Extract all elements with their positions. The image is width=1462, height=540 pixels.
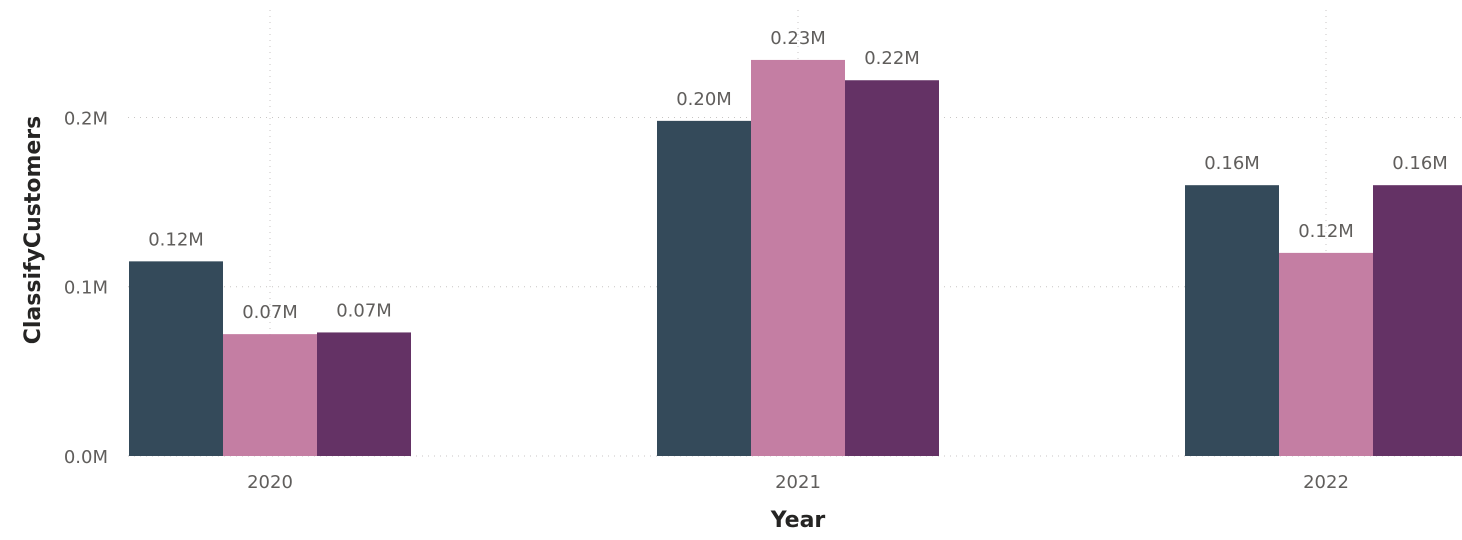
y-axis-ticks: 0.0M 0.1M 0.2M (64, 108, 108, 468)
bar-data-label: 0.07M (336, 300, 392, 321)
bar (657, 120, 751, 457)
bar (751, 59, 845, 456)
bar-data-label: 0.12M (1298, 221, 1354, 242)
bar (223, 334, 317, 456)
x-tick-label: 2021 (775, 472, 821, 493)
bars (129, 59, 1462, 457)
x-axis-title: Year (770, 508, 826, 533)
data-labels: 0.12M 0.07M 0.07M 0.20M 0.23M 0.22M 0.16M 0.12M… (148, 28, 1448, 323)
y-tick-label: 0.0M (64, 447, 108, 468)
bar (845, 80, 939, 456)
bar-data-label: 0.16M (1392, 153, 1448, 174)
y-axis-title: ClassifyCustomers (21, 116, 46, 345)
bar-data-label: 0.12M (148, 229, 204, 250)
bar (1373, 185, 1462, 456)
bar-data-label: 0.07M (242, 302, 298, 323)
y-tick-label: 0.1M (64, 278, 108, 299)
bar-data-label: 0.23M (770, 28, 826, 49)
bar-data-label: 0.22M (864, 48, 920, 69)
y-tick-label: 0.2M (64, 108, 108, 129)
bar (129, 261, 223, 456)
bar-data-label: 0.20M (676, 89, 732, 110)
bar (317, 332, 411, 456)
x-axis-ticks: 2020 2021 2022 (247, 472, 1349, 493)
bar (1279, 252, 1373, 456)
bar-data-label: 0.16M (1204, 153, 1260, 174)
x-tick-label: 2022 (1303, 472, 1349, 493)
bar (1185, 185, 1279, 456)
x-tick-label: 2020 (247, 472, 293, 493)
